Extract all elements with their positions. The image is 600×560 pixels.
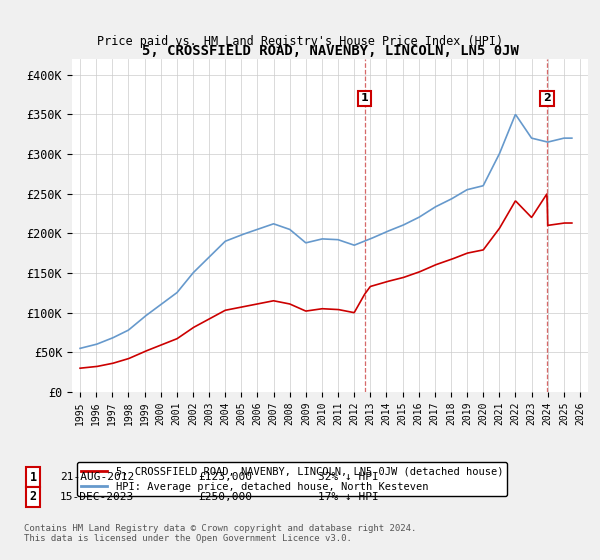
Text: 2: 2 <box>543 94 551 104</box>
Text: 1: 1 <box>361 94 368 104</box>
Text: 17% ↓ HPI: 17% ↓ HPI <box>318 492 379 502</box>
Text: 32% ↓ HPI: 32% ↓ HPI <box>318 472 379 482</box>
Text: Contains HM Land Registry data © Crown copyright and database right 2024.
This d: Contains HM Land Registry data © Crown c… <box>24 524 416 543</box>
Text: £123,000: £123,000 <box>198 472 252 482</box>
Text: 15-DEC-2023: 15-DEC-2023 <box>60 492 134 502</box>
Legend: 5, CROSSFIELD ROAD, NAVENBY, LINCOLN, LN5 0JW (detached house), HPI: Average pri: 5, CROSSFIELD ROAD, NAVENBY, LINCOLN, LN… <box>77 462 508 496</box>
Title: 5, CROSSFIELD ROAD, NAVENBY, LINCOLN, LN5 0JW: 5, CROSSFIELD ROAD, NAVENBY, LINCOLN, LN… <box>142 44 518 58</box>
Text: 1: 1 <box>29 470 37 484</box>
Text: 2: 2 <box>29 490 37 503</box>
Text: 21-AUG-2012: 21-AUG-2012 <box>60 472 134 482</box>
Text: Price paid vs. HM Land Registry's House Price Index (HPI): Price paid vs. HM Land Registry's House … <box>97 35 503 48</box>
Text: £250,000: £250,000 <box>198 492 252 502</box>
